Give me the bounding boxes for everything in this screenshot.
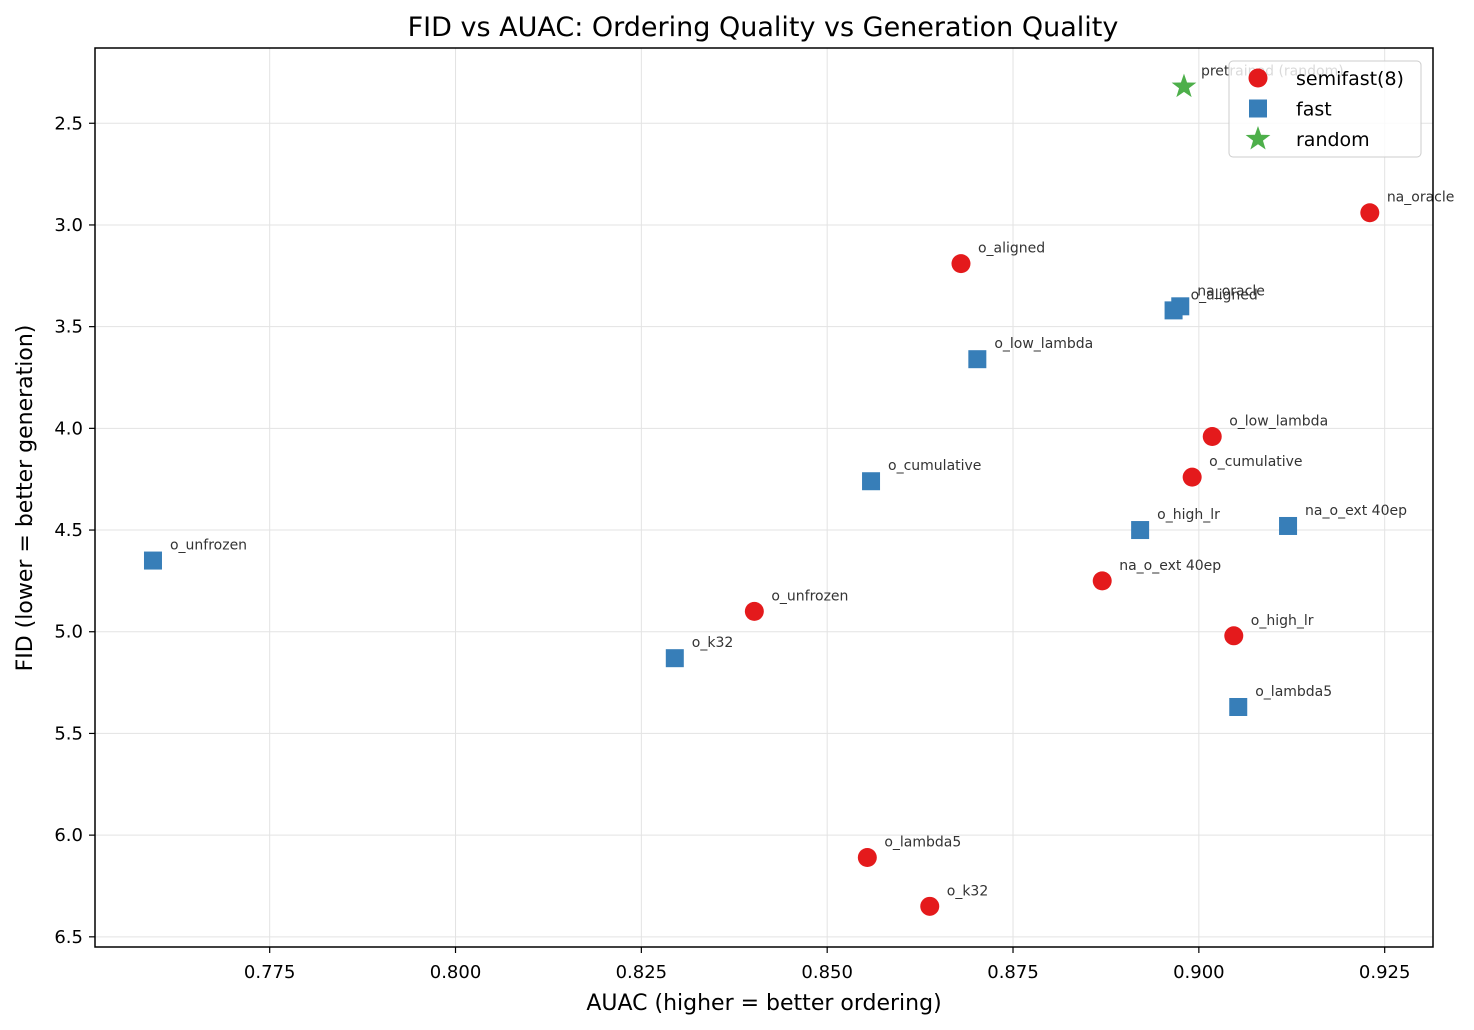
legend-circle-swatch xyxy=(1248,68,1268,88)
circle-point xyxy=(857,848,877,868)
chart-title: FID vs AUAC: Ordering Quality vs Generat… xyxy=(408,12,1119,43)
x-tick-label: 0.875 xyxy=(987,962,1039,983)
square-point xyxy=(143,551,162,570)
circle-point xyxy=(744,601,764,621)
circle-point xyxy=(920,896,940,916)
x-tick-label: 0.775 xyxy=(244,962,296,983)
circle-point xyxy=(1360,203,1380,223)
square-point xyxy=(1131,521,1150,540)
circle-point xyxy=(1224,626,1244,646)
circle-point xyxy=(1202,426,1222,446)
legend-star-swatch xyxy=(1245,126,1271,150)
point-label: o_low_lambda xyxy=(994,336,1093,352)
point-label: o_cumulative xyxy=(1209,454,1302,470)
square-point xyxy=(1279,516,1298,535)
data-points xyxy=(143,73,1380,916)
axis-ticks: 0.775 0.800 0.825 0.850 0.875 0.900 0.925 2.5 3.… xyxy=(54,113,1410,983)
y-tick-label: 4.0 xyxy=(54,418,83,439)
square-point xyxy=(968,350,987,369)
legend-label: fast xyxy=(1296,99,1332,121)
y-axis-label: FID (lower = better generation) xyxy=(13,325,38,672)
square-point xyxy=(862,472,881,491)
y-tick-label: 2.5 xyxy=(54,113,83,134)
y-tick-label: 4.5 xyxy=(54,520,83,541)
grid xyxy=(95,48,1433,947)
legend-label: random xyxy=(1296,129,1370,151)
plot-area-frame xyxy=(94,47,1434,948)
point-label: na_oracle xyxy=(1387,190,1455,206)
legend-square-swatch xyxy=(1249,99,1267,118)
y-tick-label: 5.5 xyxy=(54,723,83,744)
point-label: o_unfrozen xyxy=(771,588,848,604)
y-tick-label: 5.0 xyxy=(54,622,83,643)
point-label: o_k32 xyxy=(692,635,734,651)
legend-box xyxy=(1228,60,1422,158)
x-tick-label: 0.925 xyxy=(1359,962,1411,983)
point-label: o_aligned xyxy=(1191,287,1258,303)
x-tick-label: 0.850 xyxy=(801,962,853,983)
square-point xyxy=(1164,301,1183,320)
square-point xyxy=(665,649,684,668)
y-tick-label: 3.0 xyxy=(54,215,83,236)
square-point xyxy=(1229,697,1248,716)
x-tick-label: 0.825 xyxy=(616,962,668,983)
point-label: o_k32 xyxy=(947,883,989,899)
point-label: o_lambda5 xyxy=(884,835,961,851)
point-label: o_high_lr xyxy=(1251,613,1314,629)
point-label: o_lambda5 xyxy=(1255,684,1332,700)
legend: semifast(8) fast random xyxy=(1228,60,1422,158)
y-tick-label: 6.0 xyxy=(54,825,83,846)
y-tick-label: 3.5 xyxy=(54,317,83,338)
point-labels: na_oracleo_alignedo_low_lambdao_cumulati… xyxy=(170,64,1454,900)
x-axis-label: AUAC (higher = better ordering) xyxy=(586,991,941,1016)
x-tick-label: 0.800 xyxy=(430,962,482,983)
circle-point xyxy=(951,254,971,274)
point-label: o_unfrozen xyxy=(170,538,247,554)
legend-label: semifast(8) xyxy=(1296,68,1404,90)
point-label: o_cumulative xyxy=(888,458,981,474)
point-label: o_low_lambda xyxy=(1229,413,1328,429)
circle-point xyxy=(1182,467,1202,487)
star-point xyxy=(1171,73,1197,98)
point-label: na_o_ext 40ep xyxy=(1119,558,1221,574)
circle-point xyxy=(1092,571,1112,591)
point-label: o_aligned xyxy=(978,241,1045,257)
point-label: o_high_lr xyxy=(1157,507,1220,523)
point-label: na_o_ext 40ep xyxy=(1305,503,1407,519)
point-label: na_oracle xyxy=(1197,283,1265,299)
y-tick-label: 6.5 xyxy=(54,927,83,948)
x-tick-label: 0.900 xyxy=(1173,962,1225,983)
